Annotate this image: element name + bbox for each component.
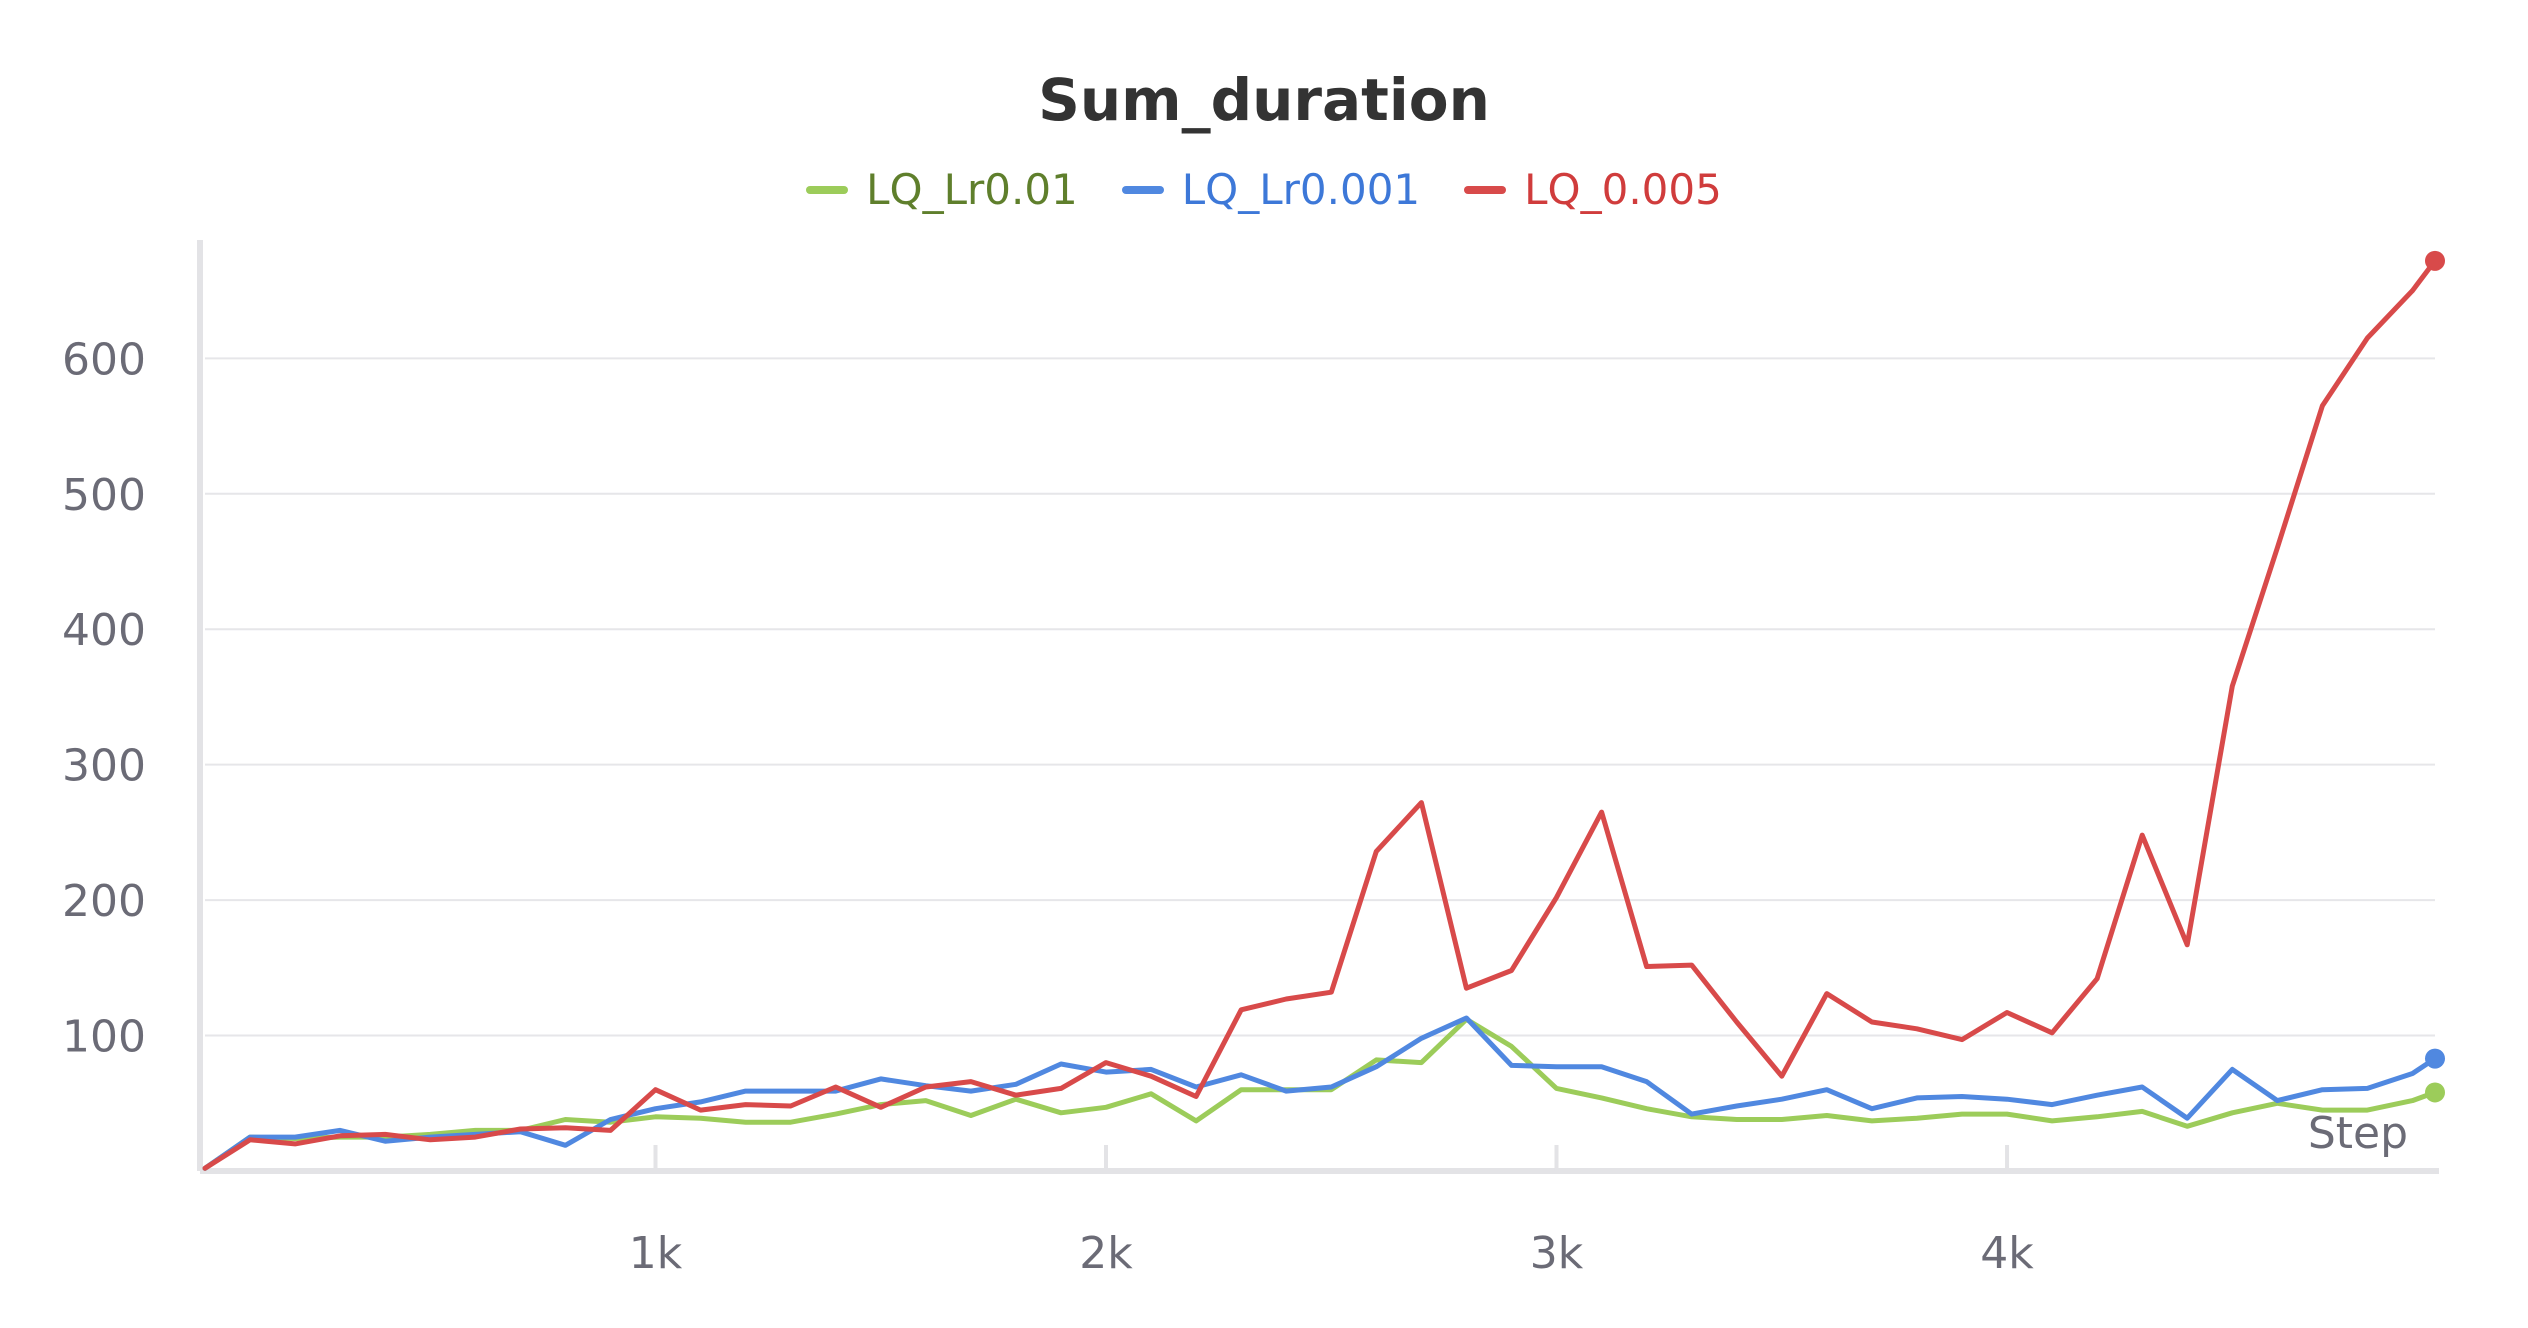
legend-swatch <box>1464 185 1507 194</box>
x-tick-label: 1k <box>629 1228 683 1279</box>
chart-title: Sum_duration <box>1038 66 1490 134</box>
legend-label: LQ_Lr0.01 <box>866 165 1078 214</box>
y-tick-label: 600 <box>62 334 146 385</box>
y-tick-label: 200 <box>62 876 146 927</box>
legend-item-3[interactable]: LQ_0.005 <box>1464 165 1722 214</box>
legend-swatch <box>806 185 849 194</box>
x-tick-label: 3k <box>1530 1228 1584 1279</box>
legend-label: LQ_Lr0.001 <box>1181 165 1421 214</box>
series-line-3 <box>202 258 2438 1171</box>
series-line-2 <box>202 1015 2438 1171</box>
x-tick-label: 4k <box>1980 1228 2034 1279</box>
x-axis-title: Step <box>2308 1108 2408 1159</box>
y-tick-label: 300 <box>62 741 146 792</box>
series-line-1 <box>202 1016 2438 1171</box>
y-tick-label: 400 <box>62 605 146 656</box>
y-tick-label: 100 <box>62 1012 146 1063</box>
legend-swatch <box>1121 185 1164 194</box>
series-end-point-1 <box>2425 1082 2445 1103</box>
legend: LQ_Lr0.01 LQ_Lr0.001 LQ_0.005 <box>0 165 2528 214</box>
legend-label: LQ_0.005 <box>1524 165 1722 214</box>
series-end-point-2 <box>2425 1048 2445 1069</box>
series-end-point-3 <box>2425 250 2445 271</box>
legend-item-2[interactable]: LQ_Lr0.001 <box>1121 165 1421 214</box>
legend-item-1[interactable]: LQ_Lr0.01 <box>806 165 1078 214</box>
x-tick-label: 2k <box>1079 1228 1133 1279</box>
y-tick-label: 500 <box>62 470 146 521</box>
